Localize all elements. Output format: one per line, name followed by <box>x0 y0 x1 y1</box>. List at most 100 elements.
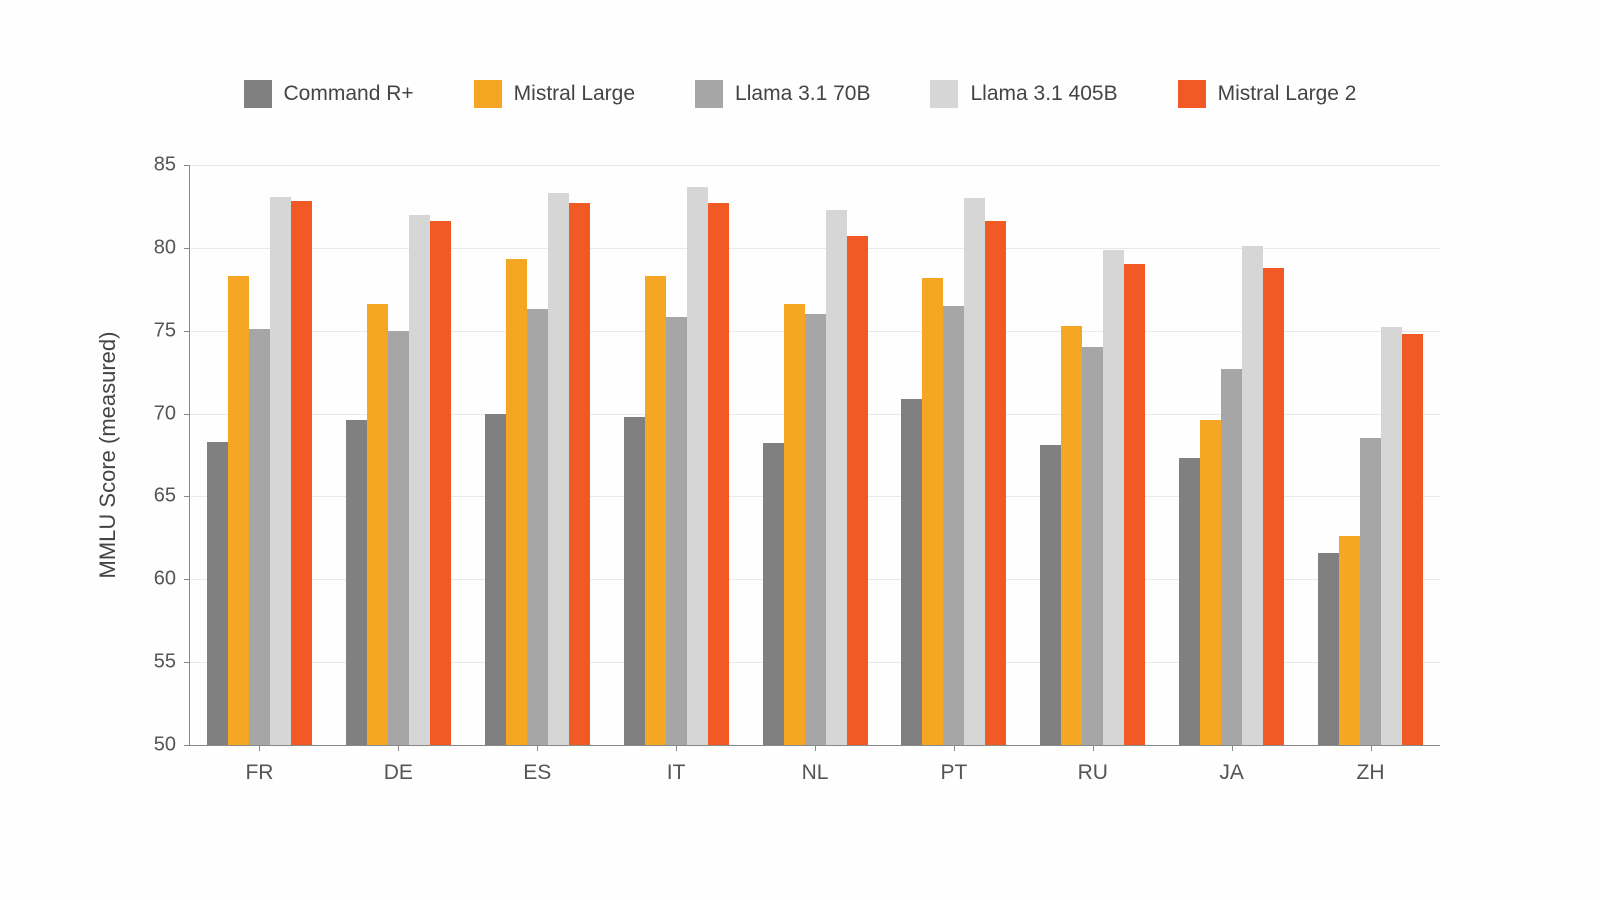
x-tick-mark <box>676 745 677 751</box>
legend-swatch <box>244 80 272 108</box>
y-tick-label: 65 <box>154 485 176 508</box>
bar <box>1381 327 1402 745</box>
bar <box>569 203 590 745</box>
x-tick-label: FR <box>245 761 273 785</box>
bar <box>943 306 964 745</box>
bar <box>985 221 1006 745</box>
y-tick-mark <box>184 579 190 580</box>
y-tick-label: 60 <box>154 568 176 591</box>
bar <box>687 187 708 745</box>
bar <box>409 215 430 745</box>
bar <box>346 420 367 745</box>
y-tick-mark <box>184 165 190 166</box>
bar <box>1124 264 1145 745</box>
x-tick-label: JA <box>1219 761 1244 785</box>
x-tick-mark <box>1232 745 1233 751</box>
legend-label: Command R+ <box>284 82 414 106</box>
x-tick-label: IT <box>667 761 686 785</box>
legend-swatch <box>930 80 958 108</box>
y-tick-label: 75 <box>154 319 176 342</box>
x-tick-mark <box>1371 745 1372 751</box>
x-tick-mark <box>815 745 816 751</box>
bar <box>228 276 249 745</box>
bar <box>784 304 805 745</box>
y-tick-label: 50 <box>154 734 176 757</box>
legend-swatch <box>1178 80 1206 108</box>
x-tick-mark <box>259 745 260 751</box>
x-tick-mark <box>398 745 399 751</box>
bar <box>270 197 291 746</box>
legend: Command R+ Mistral Large Llama 3.1 70B Llam… <box>0 80 1600 108</box>
bar <box>506 259 527 745</box>
legend-item: Mistral Large 2 <box>1178 80 1357 108</box>
bar <box>291 201 312 745</box>
bar <box>666 317 687 745</box>
bar <box>367 304 388 745</box>
y-tick-label: 70 <box>154 402 176 425</box>
bar <box>1360 438 1381 745</box>
x-tick-mark <box>954 745 955 751</box>
legend-item: Llama 3.1 405B <box>930 80 1117 108</box>
legend-item: Mistral Large <box>474 80 635 108</box>
bar <box>1339 536 1360 745</box>
legend-label: Llama 3.1 70B <box>735 82 870 106</box>
bar <box>1082 347 1103 745</box>
bar <box>624 417 645 745</box>
legend-label: Mistral Large 2 <box>1218 82 1357 106</box>
y-tick-mark <box>184 414 190 415</box>
bar <box>1318 553 1339 745</box>
bar <box>901 399 922 745</box>
y-tick-label: 55 <box>154 651 176 674</box>
y-tick-label: 80 <box>154 236 176 259</box>
bar <box>388 331 409 745</box>
bar <box>1040 445 1061 745</box>
bar <box>430 221 451 745</box>
bar <box>249 329 270 745</box>
x-tick-label: DE <box>384 761 413 785</box>
y-tick-mark <box>184 331 190 332</box>
bar <box>964 198 985 745</box>
x-tick-label: ZH <box>1357 761 1385 785</box>
mmlu-chart: Command R+ Mistral Large Llama 3.1 70B Llam… <box>0 0 1600 900</box>
bar <box>548 193 569 745</box>
bar <box>485 414 506 745</box>
y-tick-mark <box>184 496 190 497</box>
bar <box>1221 369 1242 745</box>
bar <box>1103 250 1124 745</box>
bar <box>763 443 784 745</box>
y-tick-label: 85 <box>154 154 176 177</box>
legend-label: Llama 3.1 405B <box>970 82 1117 106</box>
y-tick-mark <box>184 248 190 249</box>
bar <box>922 278 943 745</box>
bar <box>1200 420 1221 745</box>
legend-swatch <box>474 80 502 108</box>
legend-swatch <box>695 80 723 108</box>
bar <box>527 309 548 745</box>
bar <box>645 276 666 745</box>
gridline <box>190 165 1440 166</box>
bar <box>847 236 868 745</box>
bar <box>1061 326 1082 745</box>
x-tick-label: RU <box>1078 761 1108 785</box>
x-tick-label: PT <box>940 761 967 785</box>
bar <box>1263 268 1284 745</box>
legend-item: Llama 3.1 70B <box>695 80 870 108</box>
bar <box>1179 458 1200 745</box>
x-tick-mark <box>537 745 538 751</box>
bar <box>805 314 826 745</box>
bar <box>1402 334 1423 745</box>
plot-area: 5055606570758085FRDEESITNLPTRUJAZH <box>190 165 1440 745</box>
y-axis-title: MMLU Score (measured) <box>95 332 121 579</box>
bar <box>1242 246 1263 745</box>
legend-label: Mistral Large <box>514 82 635 106</box>
x-tick-label: ES <box>523 761 551 785</box>
y-tick-mark <box>184 662 190 663</box>
legend-item: Command R+ <box>244 80 414 108</box>
x-tick-label: NL <box>802 761 829 785</box>
y-axis-line <box>189 165 190 745</box>
x-tick-mark <box>1093 745 1094 751</box>
bar <box>207 442 228 745</box>
bar <box>708 203 729 745</box>
bar <box>826 210 847 745</box>
y-tick-mark <box>184 745 190 746</box>
